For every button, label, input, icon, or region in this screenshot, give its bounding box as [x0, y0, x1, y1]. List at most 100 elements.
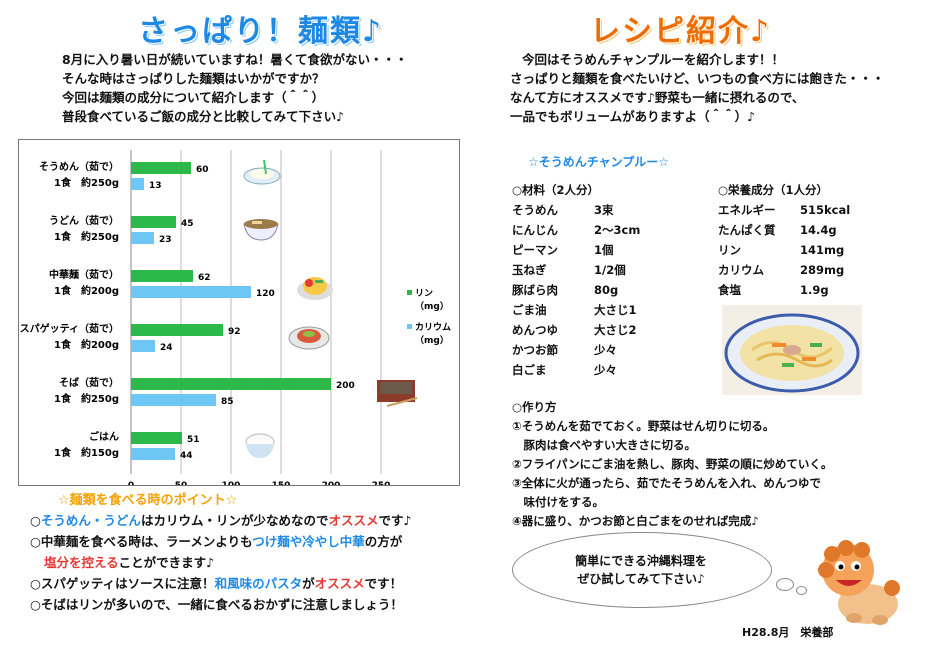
intro-line: なんて方にオススメです♪野菜も一緒に摂れるので、	[510, 90, 805, 105]
category-label: スパゲッティ（茹で）	[20, 322, 119, 335]
bar	[131, 178, 144, 190]
rice-bowl-icon	[245, 433, 275, 458]
legend-label: リン	[415, 288, 433, 299]
list-item-value: 3束	[594, 203, 614, 217]
list-row: 玉ねぎ 1/2個	[512, 260, 640, 280]
shisa-mascot-icon	[810, 530, 910, 626]
list-item-value: 少々	[594, 343, 617, 357]
list-row: 食塩 1.9g	[718, 280, 850, 300]
list-row: かつお節 少々	[512, 340, 640, 360]
right-intro: 今回はそうめんチャンプルーを紹介します！！ さっぱりと麺類を食べたいけど、いつも…	[510, 50, 884, 126]
list-item-name: ごま油	[512, 303, 547, 317]
list-item-name: エネルギー	[718, 203, 776, 217]
point-text: ことができます♪	[118, 555, 215, 570]
bar	[131, 378, 331, 390]
bar-value-label: 85	[221, 397, 234, 407]
point-text: 塩分を控える	[44, 555, 119, 570]
list-row: めんつゆ 大さじ2	[512, 320, 640, 340]
list-row: リン 141mg	[718, 240, 850, 260]
nutrient-chart: 0 50 100 150 200 250 そうめん（茹で） 1食 約250g 60 13 うどん（茹…	[18, 139, 460, 491]
point-text: 和風味のパスタ	[214, 576, 303, 591]
point-text: はカリウム・リンが少なめなので	[140, 513, 329, 528]
bar	[131, 394, 216, 406]
list-row: にんじん 2～3cm	[512, 220, 640, 240]
chart-svg: 0 50 100 150 200 250 そうめん（茹で） 1食 約250g 60 13 うどん（茹…	[20, 150, 451, 491]
point-text: つけ麺や冷やし中華	[252, 534, 365, 549]
bar	[131, 448, 175, 460]
intro-line: 普段食べているご飯の成分と比較してみて下さい♪	[62, 109, 345, 124]
point-text: が	[302, 576, 315, 591]
list-item-name: めんつゆ	[512, 323, 558, 337]
intro-line: そんな時はさっぱりした麺類はいかがですか？	[62, 71, 325, 86]
legend-swatch	[407, 324, 412, 329]
ingredients-list: そうめん 3束にんじん 2～3cm ピーマン 1個 玉ねぎ 1/2個 豚ばら肉 80g ごま油 大さ…	[512, 200, 640, 380]
bubble-text: 簡単にできる沖縄料理を ぜひ試してみて下さい♪	[512, 552, 770, 588]
points-title: ☆麺類を食べる時のポイント☆	[58, 493, 238, 508]
list-item-value: 515kcal	[800, 203, 851, 217]
bar	[131, 216, 176, 228]
list-item-name: リン	[718, 243, 741, 257]
list-row: ごま油 大さじ1	[512, 300, 640, 320]
category-label: そうめん（茹で）	[39, 160, 119, 173]
category-label: そば（茹で）	[59, 376, 119, 389]
bar-value-label: 92	[228, 327, 241, 337]
spaghetti-plate-icon	[288, 326, 330, 350]
list-item-name: 食塩	[718, 283, 741, 297]
point-text: オススメ	[328, 513, 379, 528]
list-item-name: そうめん	[512, 203, 558, 217]
bar-value-label: 60	[196, 165, 209, 175]
category-label: 中華麺（茹で）	[49, 268, 119, 281]
zaru-soba-icon	[377, 380, 418, 407]
step-line: ④器に盛り、かつお節と白ごまをのせれば完成♪	[512, 514, 759, 528]
bar	[131, 286, 251, 298]
bar-value-label: 200	[336, 381, 355, 391]
intro-line: 今回は麺類の成分について紹介します（＾＾）	[62, 90, 325, 105]
x-tick-label: 200	[322, 481, 341, 485]
category-portion: 1食 約250g	[54, 230, 119, 243]
list-row: 豚ばら肉 80g	[512, 280, 640, 300]
category-label: うどん（茹で）	[49, 214, 119, 227]
recipe-title: ☆そうめんチャンプルー☆	[528, 155, 670, 169]
list-item-value: 1.9g	[800, 283, 829, 297]
list-item-name: にんじん	[512, 223, 558, 237]
bar-value-label: 44	[180, 451, 193, 461]
step-line: 味付けをする。	[512, 495, 604, 509]
bar	[131, 432, 182, 444]
list-item-value: 80g	[594, 283, 619, 297]
step-line: 豚肉は食べやすい大きさに切る。	[512, 438, 696, 452]
footer-credit: H28.8月 栄養部	[742, 626, 834, 639]
bubble-line: ぜひ試してみて下さい♪	[577, 572, 705, 586]
steps-block: ○作り方 ①そうめんを茹でておく。野菜はせん切りに切る。 豚肉は食べやすい大きさ…	[512, 398, 832, 531]
category-portion: 1食 約200g	[54, 284, 119, 297]
left-title: さっぱり！麺類♪	[138, 14, 384, 49]
list-item-name: 白ごま	[512, 363, 547, 377]
steps-list: ①そうめんを茹でておく。野菜はせん切りに切る。 豚肉は食べやすい大きさに切る。 ②…	[512, 417, 832, 531]
point-item: 塩分を控えることができます♪	[30, 552, 411, 573]
x-tick-label: 150	[272, 481, 291, 485]
left-intro: 8月に入り暑い日が続いていますね！暑くて食欲がない・・・ そんな時はさっぱりした…	[62, 50, 407, 126]
point-item: ○そうめん・うどんはカリウム・リンが少なめなのでオススメです♪	[30, 510, 411, 531]
somen-bowl-icon	[243, 159, 281, 185]
list-item-name: かつお節	[512, 343, 558, 357]
step-line: ①そうめんを茹でておく。野菜はせん切りに切る。	[512, 419, 775, 433]
category-label: ごはん	[89, 430, 119, 443]
point-item: ○中華麺を食べる時は、ラーメンよりもつけ麺や冷やし中華の方が	[30, 531, 411, 552]
step-line: ②フライパンにごま油を熱し、豚肉、野菜の順に炒めていく。	[512, 457, 833, 471]
category-portion: 1食 約150g	[54, 446, 119, 459]
legend-unit: （mg）	[415, 301, 449, 312]
list-item-value: 2～3cm	[594, 223, 641, 237]
point-text: スパゲッティはソースに注意！	[40, 576, 215, 591]
list-row: ピーマン 1個	[512, 240, 640, 260]
steps-title: ○作り方	[512, 400, 557, 414]
list-item-value: 少々	[594, 363, 617, 377]
bar-value-label: 45	[181, 219, 194, 229]
intro-line: 8月に入り暑い日が続いていますね！暑くて食欲がない・・・	[62, 52, 408, 67]
champuru-dish-image	[722, 305, 862, 395]
point-bullet: ○	[30, 513, 41, 528]
point-text: 中華麺を食べる時は、ラーメンよりも	[40, 534, 253, 549]
bar	[131, 162, 191, 174]
list-item-value: 1/2個	[594, 263, 626, 277]
intro-line: 一品でもボリュームがありますよ（＾＾）♪	[510, 109, 756, 124]
list-item-value: 14.4g	[800, 223, 837, 237]
x-tick-label: 0	[128, 481, 134, 485]
